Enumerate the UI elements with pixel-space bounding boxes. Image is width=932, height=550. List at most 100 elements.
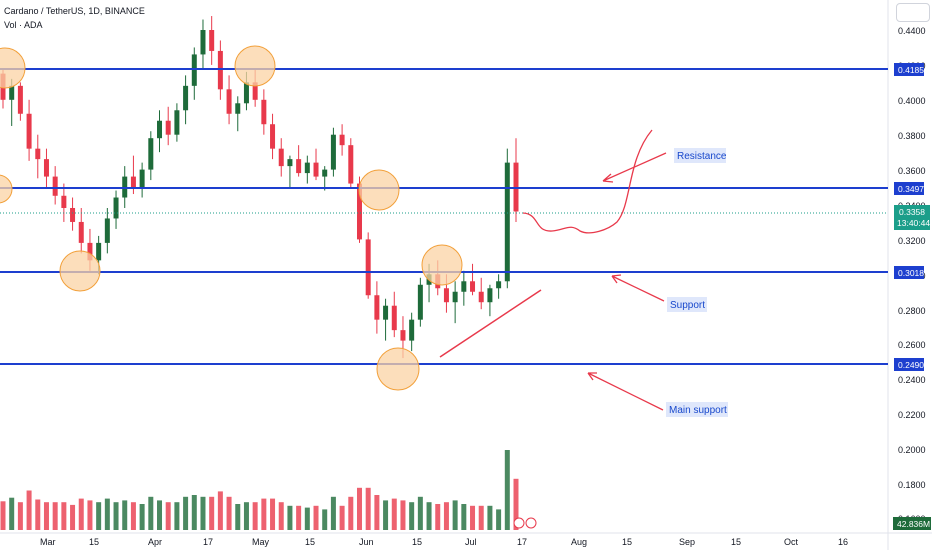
volume-bar [504,450,510,530]
candle-body[interactable] [452,291,458,303]
volume-bar [139,504,145,530]
candle-body[interactable] [287,159,293,167]
candle-body[interactable] [217,50,223,90]
main-support-note[interactable] [666,402,728,417]
candle-body[interactable] [87,242,93,261]
candle-body[interactable] [148,138,154,170]
candle-body[interactable] [35,148,41,160]
highlight-circle [421,244,463,286]
volume-bar [322,509,328,530]
candle-body[interactable] [443,288,449,303]
candle-body[interactable] [17,85,23,114]
candle-body[interactable] [157,120,163,139]
candle-body[interactable] [191,54,197,86]
candle-body[interactable] [365,239,371,296]
y-tick-label: 0.3600 [898,166,926,176]
y-tick-label: 0.4000 [898,96,926,106]
x-tick-label: Jun [359,537,374,547]
candle-body[interactable] [400,330,406,341]
candle-body[interactable] [183,85,189,111]
candle-body[interactable] [174,110,180,135]
x-tick-label: Apr [148,537,162,547]
support-note[interactable] [667,297,707,312]
volume-bar [356,487,362,530]
candle-body[interactable] [43,159,49,177]
candle-body[interactable] [61,195,67,208]
volume-bar [0,501,6,530]
candle-body[interactable] [356,183,362,240]
level-price-tag [894,182,924,195]
candle-body[interactable] [26,113,32,149]
candle-body[interactable] [104,218,110,243]
candle-body[interactable] [209,30,215,51]
volume-bar [287,505,293,530]
candle-body[interactable] [348,145,354,184]
volume-bar [70,504,76,530]
trend-line[interactable] [439,289,542,358]
candle-body[interactable] [330,134,336,170]
candle-body[interactable] [165,120,171,135]
candle-body[interactable] [322,169,328,177]
volume-bar [61,502,67,530]
candle-body[interactable] [252,82,258,100]
volume-bar [130,502,136,530]
volume-bar [200,496,206,530]
projection-path [522,129,653,234]
y-tick-label: 0.4400 [898,26,926,36]
candle-body[interactable] [374,295,380,320]
event-flag-icon[interactable] [513,517,525,529]
volume-bar [296,505,302,530]
volume-bar [104,498,110,530]
y-tick-label: 0.2800 [898,306,926,316]
candle-body[interactable] [391,305,397,331]
volume-bar [496,509,502,530]
candle-body[interactable] [313,162,319,177]
candle-body[interactable] [417,284,423,320]
candle-body[interactable] [409,319,415,341]
volume-bar [52,502,58,530]
x-tick-label: 15 [731,537,741,547]
volume-bar [374,495,380,530]
candle-body[interactable] [200,30,206,55]
candle-body[interactable] [478,291,484,303]
candle-body[interactable] [243,82,249,104]
candle-body[interactable] [296,159,302,174]
candle-body[interactable] [130,176,136,188]
volume-bar [148,496,154,530]
candle-body[interactable] [304,162,310,174]
candle-body[interactable] [52,176,58,196]
candle-body[interactable] [226,89,232,114]
candle-body[interactable] [9,85,15,100]
candle-body[interactable] [278,148,284,167]
chart-settings-button[interactable] [896,3,930,22]
candle-body[interactable] [235,103,241,114]
candle-body[interactable] [70,207,76,222]
candle-body[interactable] [78,221,84,243]
volume-bar [313,505,319,530]
y-tick-label: 0.2600 [898,340,926,350]
candle-body[interactable] [139,169,145,188]
volume-bar [183,496,189,530]
candle-body[interactable] [96,242,102,261]
main-support-arrow [587,372,664,411]
candle-body[interactable] [461,281,467,292]
y-tick-label: 0.2000 [898,445,926,455]
resistance-note[interactable] [674,148,726,163]
candle-body[interactable] [113,197,119,219]
level-price-tag [894,266,924,279]
candle-body[interactable] [496,281,502,289]
event-flag-icon[interactable] [525,517,537,529]
level-price-text: 0.3497 [898,184,924,194]
support-note-text: Support [670,300,705,311]
candle-body[interactable] [270,124,276,149]
volume-bar [383,500,389,530]
highlight-circle [234,45,276,87]
level-price-tag [894,63,924,76]
candle-body[interactable] [383,305,389,320]
candle-body[interactable] [261,99,267,125]
candle-body[interactable] [487,288,493,303]
candle-body[interactable] [339,134,345,146]
candle-body[interactable] [504,162,510,282]
candle-body[interactable] [470,281,476,292]
